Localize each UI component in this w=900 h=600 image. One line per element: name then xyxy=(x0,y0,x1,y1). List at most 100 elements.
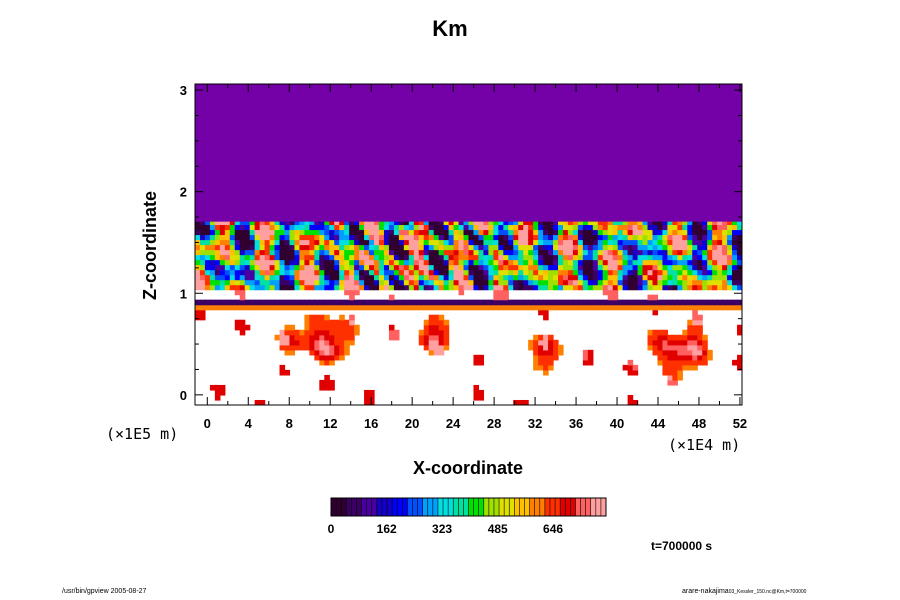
heatmap-cell xyxy=(244,244,251,251)
heatmap-cell xyxy=(657,229,664,236)
heatmap-cell xyxy=(722,239,728,246)
heatmap-cell xyxy=(518,259,524,266)
heatmap-cell xyxy=(558,229,564,236)
heatmap-cell xyxy=(249,259,256,266)
heatmap-cell xyxy=(562,274,569,281)
heatmap-cell xyxy=(712,244,718,251)
heatmap-cell xyxy=(239,274,246,281)
heatmap-cell xyxy=(398,254,405,261)
heatmap-cell xyxy=(672,244,678,251)
colorbar-tick-label: 162 xyxy=(377,522,397,536)
heatmap-cell xyxy=(572,259,579,266)
heatmap-cell xyxy=(667,299,673,306)
heatmap-cell xyxy=(692,274,698,281)
heatmap-cell xyxy=(304,219,310,226)
heatmap-cell xyxy=(204,249,211,256)
heatmap-cell xyxy=(234,274,241,281)
heatmap-cell xyxy=(314,259,320,266)
heatmap-cell xyxy=(309,339,315,346)
heatmap-cell xyxy=(403,239,410,246)
heatmap-cell xyxy=(562,254,569,261)
heatmap-cell xyxy=(463,249,470,256)
heatmap-cell xyxy=(443,299,450,306)
heatmap-cell xyxy=(458,269,465,276)
heatmap-cell xyxy=(627,284,634,291)
heatmap-cell xyxy=(702,334,708,341)
heatmap-cell xyxy=(289,239,296,246)
heatmap-cell xyxy=(642,239,649,246)
heatmap-cell xyxy=(349,284,355,291)
heatmap-cell xyxy=(274,284,281,291)
heatmap-cell xyxy=(737,259,742,266)
heatmap-cell xyxy=(548,349,554,356)
heatmap-cell xyxy=(692,279,698,286)
heatmap-cell xyxy=(209,249,216,256)
heatmap-cell xyxy=(597,284,604,291)
heatmap-cell xyxy=(697,279,703,286)
heatmap-cell xyxy=(627,274,634,281)
heatmap-cell xyxy=(349,234,355,241)
heatmap-cell xyxy=(727,239,733,246)
heatmap-cell xyxy=(309,244,315,251)
heatmap-cell xyxy=(662,329,669,336)
heatmap-cell xyxy=(229,224,236,231)
heatmap-cell xyxy=(214,239,221,246)
heatmap-cell xyxy=(319,284,325,291)
heatmap-cell xyxy=(697,324,703,331)
heatmap-cell xyxy=(687,239,693,246)
heatmap-cell xyxy=(314,229,320,236)
heatmap-cell xyxy=(493,219,499,226)
heatmap-cell xyxy=(349,259,355,266)
heatmap-cell xyxy=(607,254,614,261)
heatmap-cell xyxy=(473,219,480,226)
heatmap-cell xyxy=(349,274,355,281)
heatmap-cell xyxy=(214,264,221,271)
heatmap-cell xyxy=(572,304,579,311)
heatmap-cell xyxy=(523,304,529,311)
heatmap-cell xyxy=(612,239,619,246)
heatmap-cell xyxy=(697,264,703,271)
heatmap-cell xyxy=(239,269,246,276)
heatmap-cell xyxy=(498,284,504,291)
heatmap-cell xyxy=(712,284,718,291)
heatmap-cell xyxy=(682,304,688,311)
colorbar-swatch xyxy=(346,498,352,516)
heatmap-cell xyxy=(582,269,589,276)
heatmap-cell xyxy=(592,284,599,291)
heatmap-cell xyxy=(602,279,609,286)
heatmap-cell xyxy=(597,264,604,271)
heatmap-cell xyxy=(314,244,320,251)
heatmap-cell xyxy=(364,264,370,271)
heatmap-cell xyxy=(523,224,529,231)
heatmap-cell xyxy=(677,304,683,311)
heatmap-cell xyxy=(214,269,221,276)
heatmap-cell xyxy=(667,254,673,261)
heatmap-cell xyxy=(538,269,544,276)
heatmap-cell xyxy=(324,279,330,286)
colorbar-swatch xyxy=(509,498,515,516)
heatmap-cell xyxy=(239,324,246,331)
heatmap-cell xyxy=(378,299,385,306)
heatmap-cell xyxy=(602,229,609,236)
heatmap-cell xyxy=(687,229,693,236)
heatmap-cell xyxy=(572,299,579,306)
heatmap-cell xyxy=(319,359,325,366)
heatmap-cell xyxy=(309,314,315,321)
heatmap-cell xyxy=(234,249,241,256)
heatmap-cell xyxy=(369,304,375,311)
heatmap-cell xyxy=(324,324,330,331)
heatmap-cell xyxy=(717,229,723,236)
heatmap-cell xyxy=(324,284,330,291)
heatmap-cell xyxy=(314,344,320,351)
heatmap-cell xyxy=(269,234,276,241)
heatmap-cell xyxy=(642,269,649,276)
heatmap-cell xyxy=(388,329,395,336)
heatmap-cell xyxy=(418,304,425,311)
heatmap-cell xyxy=(692,324,698,331)
heatmap-cell xyxy=(478,254,485,261)
heatmap-cell xyxy=(279,264,286,271)
heatmap-cell xyxy=(523,269,529,276)
heatmap-cell xyxy=(592,274,599,281)
heatmap-cell xyxy=(732,279,738,286)
heatmap-cell xyxy=(667,234,673,241)
